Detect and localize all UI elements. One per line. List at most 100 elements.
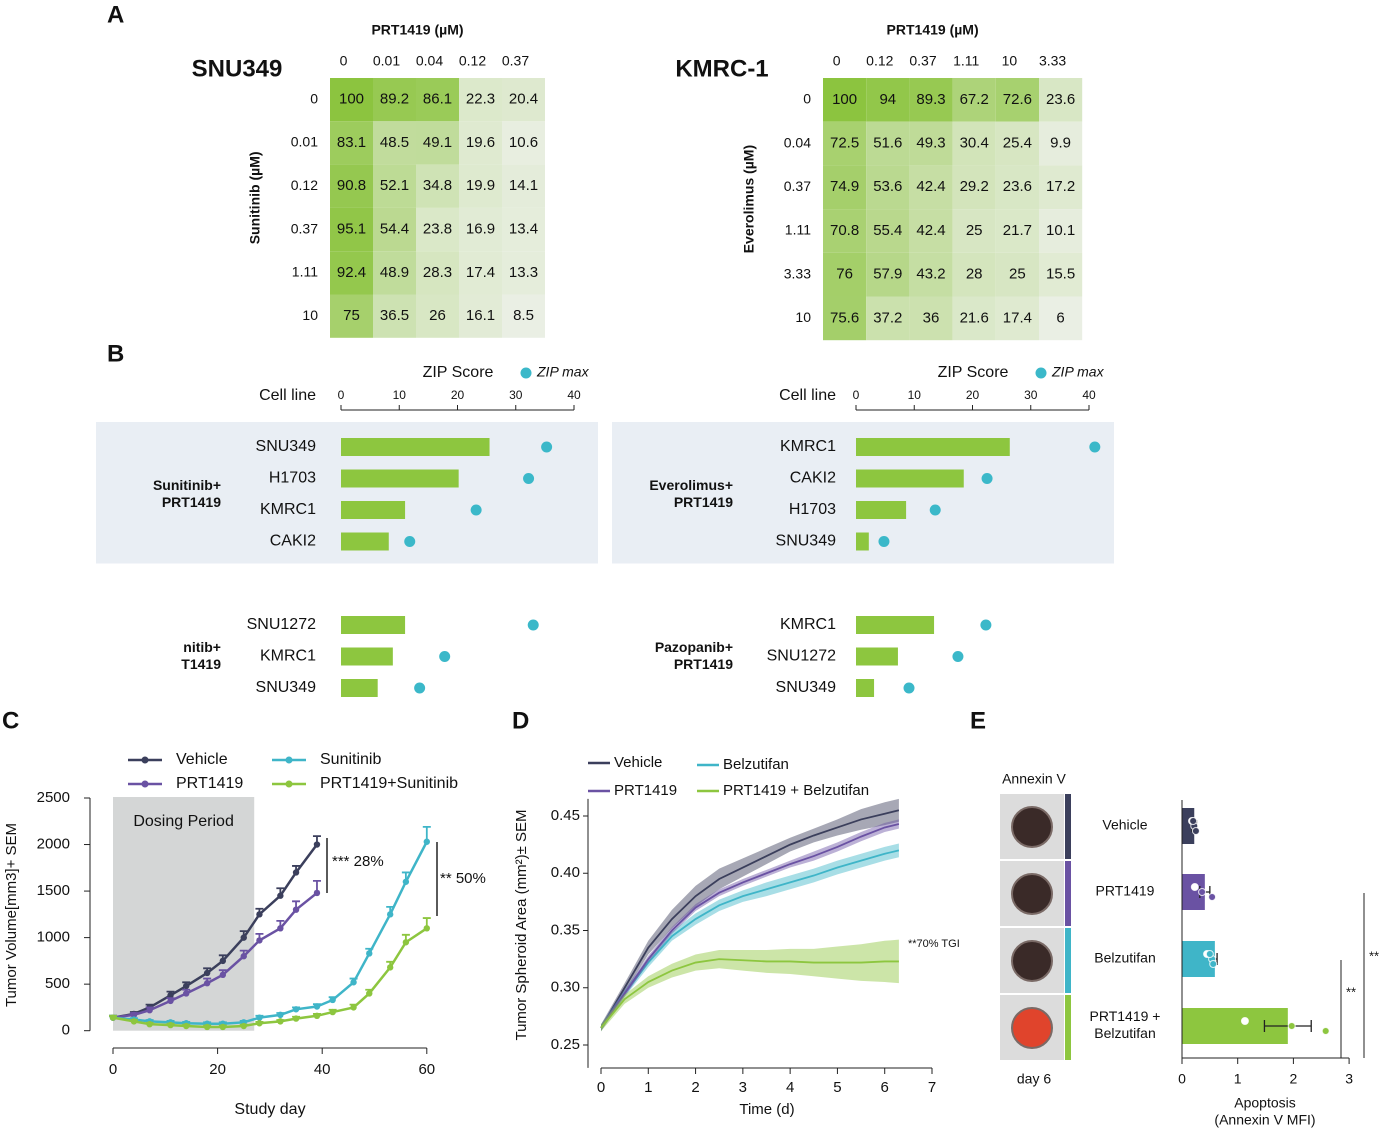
- x-axis-title: PRT1419 (µM): [887, 22, 979, 38]
- legend-marker: [285, 756, 293, 764]
- sem-band: [601, 819, 899, 1032]
- point: [130, 1011, 138, 1019]
- point: [219, 971, 227, 979]
- bar: [856, 438, 1010, 456]
- dot: [903, 682, 915, 694]
- x-tick-label: 0: [338, 388, 345, 402]
- cell-label: 49.1: [423, 134, 452, 151]
- category-label: SNU1272: [767, 648, 836, 665]
- point: [240, 1022, 247, 1030]
- sem-band: [601, 798, 899, 1032]
- cell-label: 49.3: [916, 135, 945, 152]
- point: [1198, 888, 1207, 896]
- heatmap-cell: [866, 165, 910, 210]
- heatmap-cell: [823, 296, 867, 341]
- x-axis-title: ZIP Score: [938, 364, 1009, 381]
- legend-label: Belzutifan: [723, 756, 789, 773]
- group-label: PRT1419: [674, 494, 733, 510]
- column-label: 10: [1002, 53, 1018, 69]
- cell-label: 19.9: [466, 177, 495, 194]
- point: [1190, 883, 1199, 891]
- row-label: 0.01: [291, 134, 318, 150]
- x-tick-label: 20: [966, 388, 980, 402]
- cell-label: 76: [836, 266, 853, 283]
- x-tick-label: 30: [509, 388, 523, 402]
- point: [256, 1020, 263, 1027]
- bar: [1182, 874, 1205, 910]
- cell-label: 30.4: [960, 135, 989, 152]
- annotation: **70% TGI: [908, 938, 960, 950]
- heatmap-cell: [1039, 121, 1083, 166]
- bar: [1182, 808, 1195, 844]
- point: [130, 1018, 138, 1025]
- point: [167, 1021, 174, 1029]
- cell-label: 100: [832, 91, 857, 108]
- x-tick-label: 7: [928, 1079, 936, 1096]
- cell-label: 25: [966, 222, 983, 239]
- heatmap-cell: [416, 164, 459, 208]
- panel-label: C: [2, 707, 19, 734]
- heatmap-cell: [909, 296, 953, 341]
- heatmap-cell: [995, 121, 1039, 166]
- heatmap-cell: [995, 252, 1039, 297]
- heatmap-cell: [330, 78, 373, 122]
- heatmap-cell: [416, 294, 459, 338]
- point: [402, 939, 410, 946]
- shade-label: Dosing Period: [133, 813, 234, 830]
- point: [350, 979, 357, 986]
- x-tick-label: 0: [597, 1079, 605, 1096]
- heatmap-cell: [330, 294, 373, 338]
- cell-label: 43.2: [916, 266, 945, 283]
- heatmap-cell: [416, 251, 459, 295]
- spheroid: [1011, 873, 1053, 915]
- x-tick-label: 40: [1082, 388, 1096, 402]
- point: [386, 964, 394, 971]
- point: [219, 957, 227, 965]
- cell-label: 100: [339, 91, 364, 108]
- legend-label: PRT1419: [176, 775, 243, 792]
- point: [277, 1011, 284, 1019]
- point: [240, 953, 247, 960]
- cell-label: 23.6: [1003, 178, 1032, 195]
- bar: [856, 616, 935, 634]
- legend-label: PRT1419 + Belzutifan: [723, 782, 869, 799]
- dot: [878, 536, 890, 547]
- heatmap-cell: [866, 252, 910, 297]
- cell-label: 36.5: [380, 307, 409, 324]
- bar: [856, 469, 964, 488]
- category-label: SNU349: [256, 679, 317, 696]
- row-label: 0: [310, 90, 318, 106]
- cell-label: 23.6: [1046, 91, 1075, 108]
- x-tick-label: 0: [853, 388, 860, 402]
- dot: [980, 619, 992, 631]
- significance: **: [1346, 984, 1356, 999]
- dot: [527, 619, 539, 631]
- x-axis-title: (Annexin V MFI): [1214, 1112, 1315, 1128]
- heatmap-cell: [502, 121, 545, 165]
- point: [1209, 960, 1218, 968]
- heatmap-cell: [823, 78, 867, 122]
- heatmap-cell: [952, 252, 996, 297]
- point: [219, 1023, 227, 1031]
- y-tick-label: 2000: [37, 836, 70, 853]
- heatmap-cell: [1039, 252, 1083, 297]
- point: [277, 892, 284, 899]
- heatmap-cell: [952, 165, 996, 210]
- category-label: Belzutifan: [1094, 950, 1155, 966]
- category-label: SNU349: [776, 533, 837, 550]
- y-tick-label: 0.25: [551, 1036, 580, 1053]
- column-label: 0.12: [866, 53, 893, 69]
- bar: [341, 679, 378, 697]
- group-label: PRT1419: [162, 494, 221, 510]
- category-label: KMRC1: [780, 438, 836, 455]
- cell-label: 23.8: [423, 221, 452, 238]
- y-axis-title: Everolimus (µM): [741, 145, 757, 253]
- row-label: 0.04: [784, 134, 811, 150]
- y-tick-label: 0.30: [551, 979, 580, 996]
- cell-label: 16.9: [466, 221, 495, 238]
- cell-label: 72.6: [1003, 91, 1032, 108]
- point: [183, 990, 190, 997]
- heatmap-cell: [459, 294, 502, 338]
- y-tick-label: 0.45: [551, 807, 580, 824]
- column-label: 3.33: [1039, 53, 1066, 69]
